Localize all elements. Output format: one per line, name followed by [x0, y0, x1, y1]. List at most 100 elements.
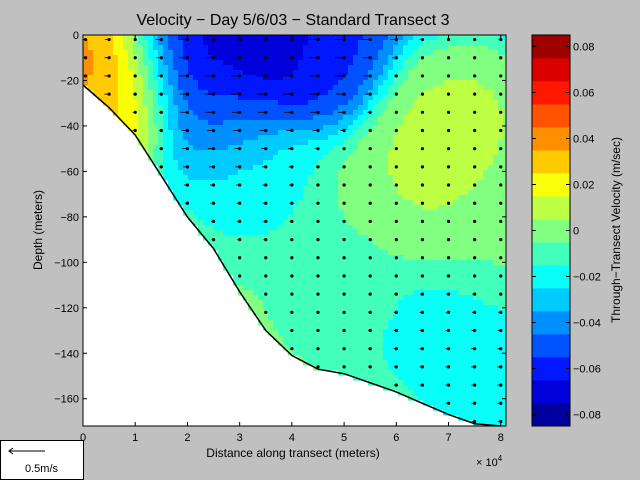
velocity-cell	[338, 65, 344, 71]
velocity-cell	[413, 290, 419, 296]
velocity-cell	[473, 90, 479, 96]
velocity-cell	[258, 125, 264, 131]
velocity-cell	[448, 75, 454, 81]
velocity-cell	[148, 100, 154, 106]
velocity-cell	[318, 330, 324, 336]
velocity-cell	[278, 285, 284, 291]
velocity-cell	[388, 375, 394, 381]
velocity-cell	[343, 205, 349, 211]
velocity-cell	[438, 145, 444, 151]
velocity-cell	[333, 195, 339, 201]
velocity-cell	[323, 355, 329, 361]
velocity-cell	[278, 240, 284, 246]
velocity-cell	[148, 120, 154, 126]
velocity-cell	[303, 225, 309, 231]
velocity-cell	[413, 70, 419, 76]
velocity-cell	[258, 150, 264, 156]
velocity-cell	[248, 80, 254, 86]
velocity-cell	[468, 35, 474, 41]
velocity-cell	[243, 35, 249, 41]
velocity-cell	[178, 110, 184, 116]
velocity-cell	[258, 315, 264, 321]
velocity-cell	[343, 70, 349, 76]
velocity-cell	[198, 40, 204, 46]
velocity-cell	[358, 60, 364, 66]
velocity-cell	[453, 165, 459, 171]
velocity-cell	[443, 170, 449, 176]
velocity-cell	[163, 90, 169, 96]
velocity-cell	[388, 210, 394, 216]
velocity-cell	[233, 70, 239, 76]
velocity-cell	[233, 205, 239, 211]
velocity-cell	[418, 295, 424, 301]
velocity-cell	[493, 50, 499, 56]
velocity-cell	[493, 105, 499, 111]
velocity-cell	[318, 280, 324, 286]
velocity-cell	[343, 65, 349, 71]
velocity-cell	[378, 210, 384, 216]
velocity-cell	[113, 110, 119, 116]
velocity-cell	[453, 360, 459, 366]
velocity-arrow	[471, 419, 477, 424]
velocity-cell	[133, 70, 139, 76]
velocity-cell	[463, 40, 469, 46]
velocity-cell	[458, 145, 464, 151]
velocity-cell	[258, 190, 264, 196]
velocity-cell	[378, 65, 384, 71]
velocity-cell	[348, 50, 354, 56]
velocity-cell	[163, 175, 169, 181]
velocity-cell	[463, 350, 469, 356]
velocity-cell	[178, 45, 184, 51]
velocity-cell	[378, 325, 384, 331]
velocity-cell	[163, 160, 169, 166]
velocity-cell	[423, 340, 429, 346]
velocity-cell	[163, 70, 169, 76]
velocity-cell	[418, 300, 424, 306]
velocity-cell	[223, 130, 229, 136]
velocity-cell	[193, 95, 199, 101]
velocity-cell	[303, 135, 309, 141]
y-tick-label: −140	[54, 348, 79, 360]
velocity-cell	[318, 215, 324, 221]
velocity-cell	[458, 315, 464, 321]
velocity-cell	[463, 130, 469, 136]
velocity-cell	[408, 320, 414, 326]
velocity-cell	[133, 75, 139, 81]
velocity-cell	[398, 150, 404, 156]
velocity-cell	[393, 355, 399, 361]
velocity-cell	[328, 95, 334, 101]
velocity-cell	[263, 245, 269, 251]
velocity-cell	[248, 280, 254, 286]
velocity-cell	[498, 295, 504, 301]
velocity-cell	[493, 75, 499, 81]
velocity-cell	[163, 45, 169, 51]
velocity-cell	[223, 100, 229, 106]
velocity-cell	[488, 420, 494, 426]
velocity-cell	[243, 75, 249, 81]
velocity-arrow	[342, 237, 346, 242]
velocity-cell	[323, 145, 329, 151]
velocity-cell	[238, 185, 244, 191]
velocity-cell	[213, 240, 219, 246]
velocity-cell	[273, 175, 279, 181]
velocity-cell	[463, 360, 469, 366]
velocity-cell	[363, 120, 369, 126]
velocity-cell	[458, 360, 464, 366]
velocity-cell	[488, 365, 494, 371]
velocity-cell	[228, 265, 234, 271]
velocity-cell	[483, 220, 489, 226]
velocity-cell	[348, 305, 354, 311]
velocity-cell	[478, 280, 484, 286]
velocity-cell	[278, 310, 284, 316]
velocity-cell	[418, 100, 424, 106]
x-tick-label: 3	[237, 432, 243, 444]
velocity-cell	[163, 50, 169, 56]
velocity-cell	[363, 290, 369, 296]
velocity-cell	[458, 340, 464, 346]
velocity-cell	[223, 95, 229, 101]
x-tick-label: 5	[341, 432, 347, 444]
velocity-cell	[298, 245, 304, 251]
velocity-cell	[333, 335, 339, 341]
velocity-arrow	[262, 165, 268, 169]
velocity-cell	[473, 380, 479, 386]
